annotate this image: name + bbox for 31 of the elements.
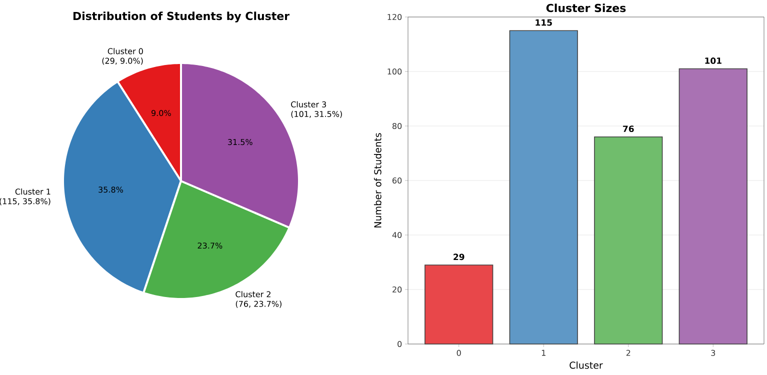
y-tick-label: 120 (388, 14, 402, 20)
slice-label: Cluster 1 (15, 188, 50, 195)
data-label: (76, 23.7%) (236, 300, 282, 308)
data-label: 101 (705, 57, 722, 64)
y-tick-label: 0 (398, 340, 402, 348)
chart-title: Distribution of Students by Cluster (73, 12, 290, 22)
text: 31.5% (228, 139, 252, 146)
y-tick-label: 60 (392, 177, 402, 184)
text: 35.8% (98, 186, 123, 193)
data-label: (115, 35.8%) (0, 198, 50, 206)
slice-label: Cluster 2 (236, 291, 270, 298)
y-axis-title: Number of Students (374, 133, 382, 228)
data-label: (101, 31.5%) (291, 110, 342, 118)
data-label: 76 (623, 126, 634, 132)
x-tick-label: 3 (711, 350, 716, 356)
chart-title: Cluster Sizes (546, 4, 626, 12)
data-label: (29, 9.0%) (102, 58, 143, 65)
data-label: 29 (454, 254, 464, 260)
x-tick-label: 0 (456, 350, 461, 356)
y-tick-label: 80 (392, 122, 402, 130)
x-tick-label: 1 (542, 350, 546, 356)
text: 9.0% (152, 110, 171, 116)
x-axis-title: Cluster (570, 361, 603, 369)
data-label: 115 (536, 19, 552, 26)
text: 23.7% (198, 242, 222, 249)
x-tick-label: 2 (626, 350, 630, 356)
y-tick-label: 20 (392, 286, 402, 293)
slice-label: Cluster 3 (291, 101, 326, 108)
y-tick-label: 100 (388, 68, 402, 75)
slice-label: Cluster 0 (108, 48, 143, 54)
y-tick-label: 40 (392, 232, 402, 238)
